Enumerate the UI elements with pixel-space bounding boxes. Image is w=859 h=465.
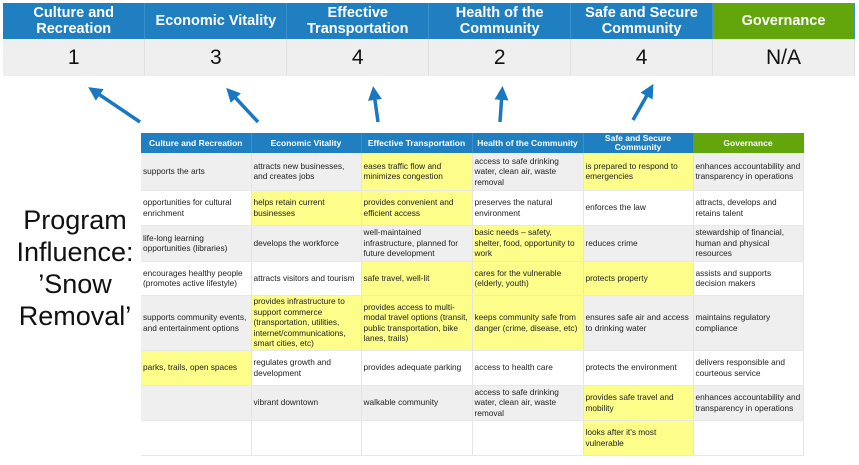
table-cell: attracts visitors and tourism [251,261,362,296]
summary-table: Culture and Recreation Economic Vitality E… [3,3,855,76]
summary-header: Health of the Community [428,3,572,39]
table-cell: vibrant downtown [251,385,362,421]
column-header: Economic Vitality [251,133,362,153]
table-cell: preserves the natural environment [472,190,584,226]
arrow-icon [631,83,654,121]
table-cell: walkable community [361,385,473,421]
table-cell: enhances accountability and transparency… [693,153,804,191]
summary-header: Economic Vitality [144,3,288,39]
table-cell: develops the workforce [251,225,362,262]
table-cell: basic needs – safety, shelter, food, opp… [472,225,584,262]
summary-score: 1 [3,39,146,76]
table-cell: encourages healthy people (promotes acti… [141,261,252,296]
table-cell: attracts new businesses, and creates job… [251,153,362,191]
table-cell [361,420,473,456]
summary-header: Governance [712,3,855,39]
table-cell: supports community events, and entertain… [141,295,252,351]
table-cell [472,420,584,456]
table-row: life-long learning opportunities (librar… [141,225,804,262]
table-cell: access to safe drinking water, clean air… [472,153,584,191]
table-cell: life-long learning opportunities (librar… [141,225,252,262]
column-header: Safe and Secure Community [583,133,694,153]
table-row: looks after it's most vulnerable [141,420,804,456]
table-cell: protects the environment [583,350,694,386]
arrow-icon [494,86,509,123]
summary-score: 3 [144,39,288,76]
summary-score: 2 [428,39,572,76]
arrow-icon [226,87,260,124]
table-cell [141,385,252,421]
label-line: ’Snow [38,269,112,299]
label-line: Program [23,205,127,235]
table-cell: access to health care [472,350,584,386]
table-cell: maintains regulatory compliance [693,295,804,351]
column-header: Culture and Recreation [141,133,252,153]
table-cell: attracts, develops and retains talent [693,190,804,226]
table-cell: enforces the law [583,190,694,226]
table-cell: enhances accountability and transparency… [693,385,804,421]
column-header: Health of the Community [472,133,584,153]
table-cell [693,420,804,456]
table-cell: provides adequate parking [361,350,473,386]
table-row: parks, trails, open spaces regulates grow… [141,350,804,386]
table-cell: looks after it's most vulnerable [583,420,694,456]
column-header: Governance [693,133,804,153]
table-row: vibrant downtown walkable community access… [141,385,804,421]
table-cell: ensures safe air and access to drinking … [583,295,694,351]
table-cell: assists and supports decision makers [693,261,804,296]
table-cell: cares for the vulnerable (elderly, youth… [472,261,584,296]
table-cell: protects property [583,261,694,296]
table-cell: delivers responsible and courteous servi… [693,350,804,386]
summary-header: Safe and Secure Community [570,3,714,39]
summary-header: Culture and Recreation [3,3,146,39]
table-cell: supports the arts [141,153,252,191]
table-cell: provides convenient and efficient access [361,190,473,226]
table-cell: opportunities for cultural enrichment [141,190,252,226]
table-row: encourages healthy people (promotes acti… [141,261,804,296]
column-header: Effective Transportation [361,133,473,153]
table-cell: parks, trails, open spaces [141,350,252,386]
arrows [88,83,654,124]
table-row: opportunities for cultural enrichment hel… [141,190,804,226]
table-cell [251,420,362,456]
summary-score: 4 [286,39,430,76]
table-cell [141,420,252,456]
table-cell: well-maintained infrastructure, planned … [361,225,473,262]
criteria-table: Culture and Recreation Economic Vitality E… [141,133,804,456]
summary-header: Effective Transportation [286,3,430,39]
table-cell: safe travel, well-lit [361,261,473,296]
arrow-icon [368,86,382,123]
table-row: supports community events, and entertain… [141,295,804,351]
table-cell: access to safe drinking water, clean air… [472,385,584,421]
table-cell: is prepared to respond to emergencies [583,153,694,191]
table-cell: reduces crime [583,225,694,262]
table-cell: eases traffic flow and minimizes congest… [361,153,473,191]
table-cell: provides access to multi-modal travel op… [361,295,473,351]
table-row: supports the arts attracts new businesses… [141,153,804,191]
table-cell: provides safe travel and mobility [583,385,694,421]
arrow-icon [88,87,141,124]
label-line: Removal’ [18,301,132,331]
summary-score: N/A [712,39,855,76]
table-cell: keeps community safe from danger (crime,… [472,295,584,351]
program-influence-label: Program Influence: ’Snow Removal’ [10,204,140,332]
table-cell: regulates growth and development [251,350,362,386]
summary-score: 4 [570,39,714,76]
table-cell: helps retain current businesses [251,190,362,226]
table-cell: stewardship of financial, human and phys… [693,225,804,262]
label-line: Influence: [16,237,134,267]
table-cell: provides infrastructure to support comme… [251,295,362,351]
